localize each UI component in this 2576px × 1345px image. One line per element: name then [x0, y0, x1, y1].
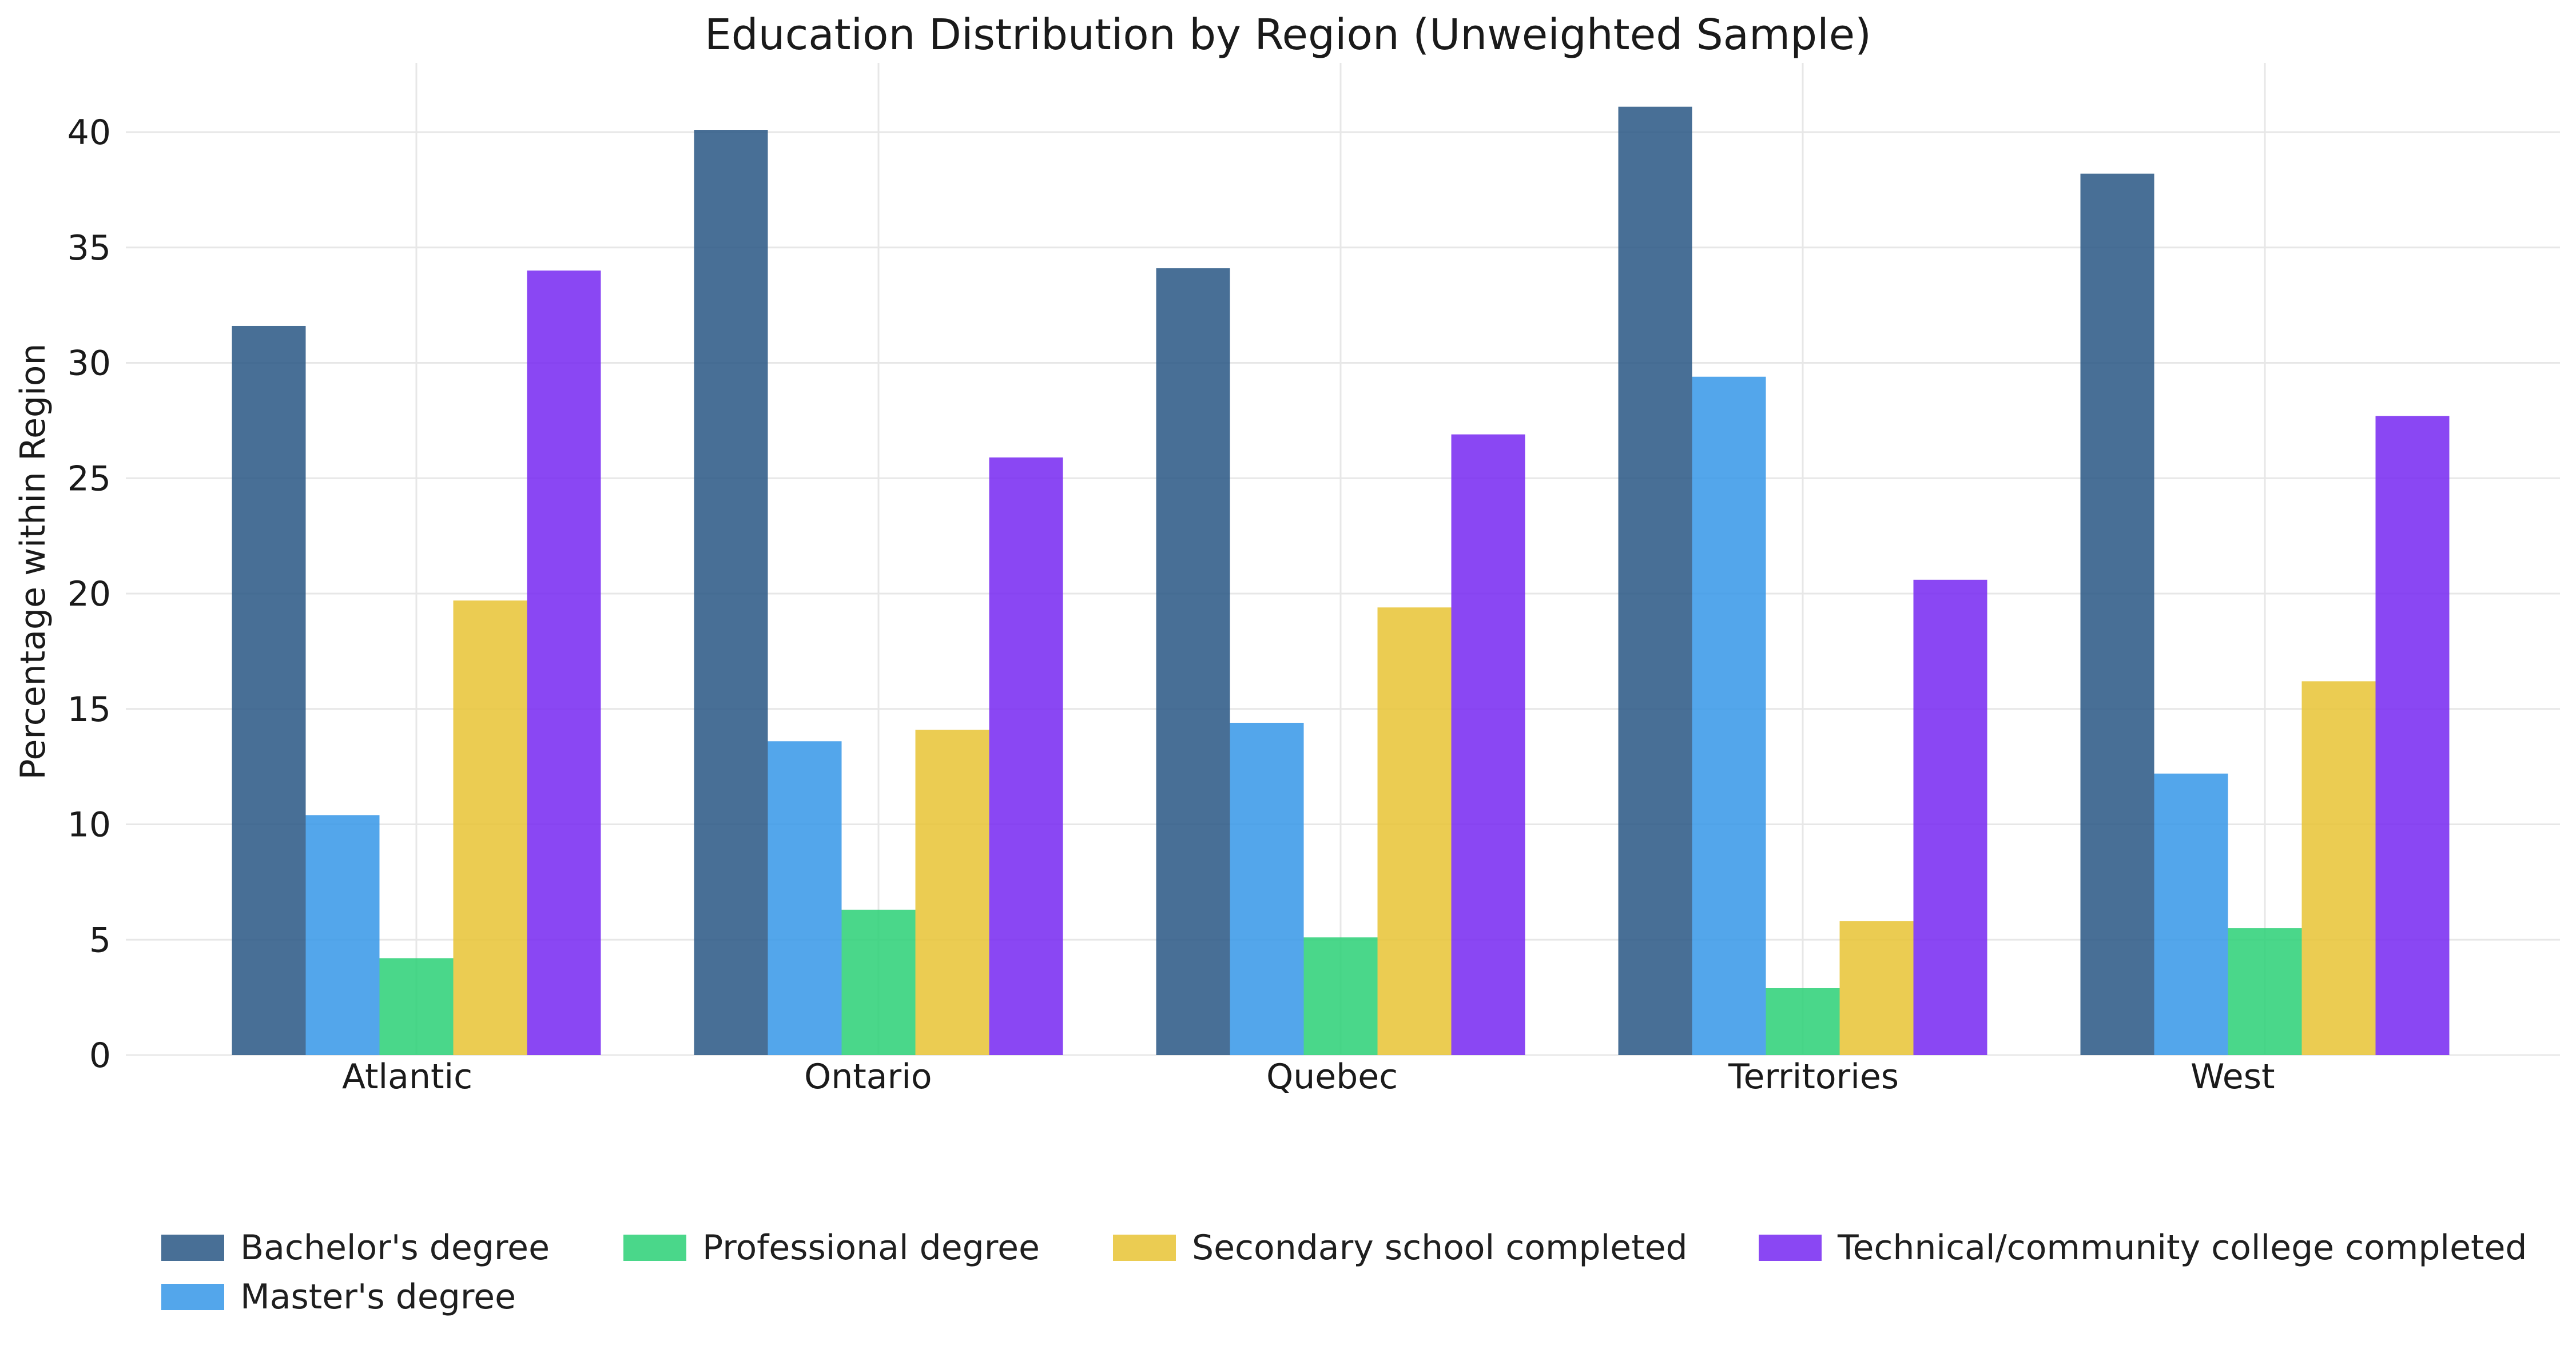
bar-2-3: [1377, 607, 1452, 1055]
bar-0-4: [527, 270, 601, 1055]
x-tick-labels: Atlantic Ontario Quebec Territories West: [342, 1057, 2275, 1097]
x-tick-label: Territories: [1728, 1057, 1899, 1097]
bar-2-1: [1230, 722, 1304, 1055]
y-tick-label: 25: [67, 459, 111, 499]
bar-2-2: [1303, 937, 1378, 1055]
legend-label-3: Secondary school completed: [1192, 1228, 1688, 1268]
legend-swatch-4: [1759, 1235, 1822, 1261]
legend-label-0: Bachelor's degree: [240, 1228, 550, 1268]
bar-3-1: [1692, 376, 1766, 1056]
bar-3-0: [1618, 106, 1692, 1055]
x-tick-label: Quebec: [1266, 1057, 1398, 1097]
bar-4-2: [2228, 928, 2302, 1055]
y-tick-label: 5: [89, 920, 111, 960]
legend-swatch-2: [623, 1235, 686, 1261]
bar-4-0: [2080, 173, 2154, 1055]
legend-label-4: Technical/community college completed: [1837, 1228, 2527, 1268]
bar-3-4: [1913, 579, 1987, 1055]
x-tick-label: Atlantic: [342, 1057, 472, 1097]
y-tick-label: 40: [67, 113, 111, 153]
bar-2-4: [1451, 434, 1525, 1056]
legend-label-1: Master's degree: [240, 1277, 516, 1317]
y-tick-label: 15: [67, 690, 111, 730]
bar-4-3: [2301, 681, 2376, 1055]
legend-label-2: Professional degree: [702, 1228, 1040, 1268]
y-tick-label: 10: [67, 805, 111, 845]
bar-2-0: [1156, 268, 1230, 1056]
y-tick-label: 20: [67, 574, 111, 614]
y-tick-label: 30: [67, 344, 111, 384]
legend-swatch-3: [1113, 1235, 1176, 1261]
chart-title: Education Distribution by Region (Unweig…: [705, 10, 1871, 59]
bar-1-0: [694, 130, 768, 1056]
x-tick-label: Ontario: [804, 1057, 932, 1097]
bar-1-3: [915, 730, 989, 1055]
y-tick-labels: 0 5 10 15 20 25 30 35 40: [67, 113, 111, 1076]
y-tick-label: 0: [89, 1036, 111, 1076]
bar-1-4: [989, 457, 1063, 1055]
bar-3-2: [1766, 988, 1840, 1055]
bar-1-2: [841, 909, 916, 1055]
bar-3-3: [1839, 921, 1914, 1055]
bar-0-2: [379, 958, 454, 1055]
bar-4-1: [2154, 773, 2228, 1055]
y-tick-label: 35: [67, 228, 111, 268]
y-axis-title: Percentage within Region: [13, 343, 53, 779]
bar-0-3: [453, 600, 527, 1055]
legend-swatch-1: [161, 1284, 224, 1310]
bar-0-1: [305, 815, 380, 1055]
bar-0-0: [232, 325, 306, 1055]
bar-1-1: [768, 741, 842, 1055]
legend-swatch-0: [161, 1235, 224, 1261]
bars: [232, 106, 2450, 1056]
bar-4-4: [2375, 416, 2450, 1056]
x-tick-label: West: [2191, 1057, 2275, 1097]
legend: Bachelor's degree Master's degree Professi…: [161, 1228, 2527, 1317]
